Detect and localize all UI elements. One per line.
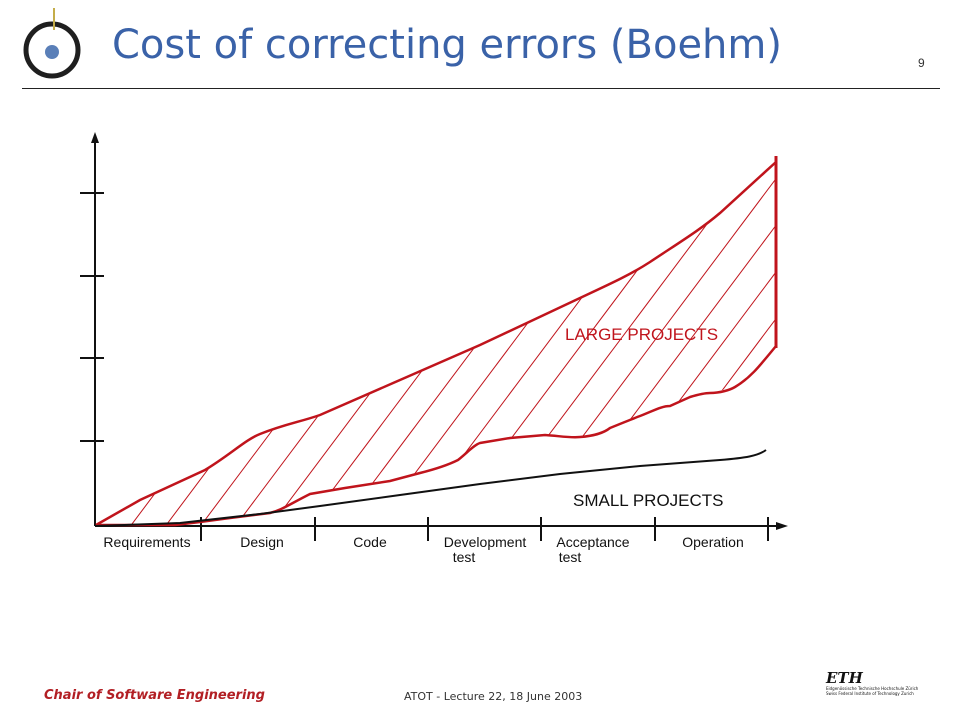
phase-label-development: Development [444, 534, 527, 550]
title-divider [22, 88, 940, 89]
phase-label-requirements: Requirements [103, 534, 190, 550]
phase-label-design: Design [240, 534, 284, 550]
footer-lecture: ATOT - Lecture 22, 18 June 2003 [404, 690, 583, 703]
large-projects-hatching [119, 162, 776, 525]
eth-mark: ETH [826, 669, 863, 687]
phase-label-acceptance-test: test [559, 549, 582, 565]
small-projects-curve [95, 449, 767, 527]
phase-label-acceptance: Acceptance [556, 534, 629, 550]
eth-line-german: Eidgenössische Technische Hochschule Zür… [826, 686, 919, 691]
eth-line-english: Swiss Federal Institute of Technology Zu… [826, 691, 914, 696]
slide-title: Cost of correcting errors (Boehm) [112, 22, 782, 68]
page-number: 9 [918, 56, 925, 70]
phase-label-code: Code [353, 534, 387, 550]
phase-label-operation: Operation [682, 534, 743, 550]
y-axis-arrow [91, 132, 99, 143]
large-projects-upper-curve [95, 161, 777, 527]
large-projects-lower-curve [96, 345, 777, 527]
eth-logo: ETH Eidgenössische Technische Hochschule… [826, 670, 938, 710]
footer-chair: Chair of Software Engineering [44, 688, 265, 703]
phase-label-development-test: test [453, 549, 476, 565]
chair-logo-icon [23, 8, 81, 79]
x-axis-arrow [776, 522, 788, 530]
small-projects-label: SMALL PROJECTS [573, 491, 724, 510]
large-projects-label: LARGE PROJECTS [565, 325, 718, 344]
